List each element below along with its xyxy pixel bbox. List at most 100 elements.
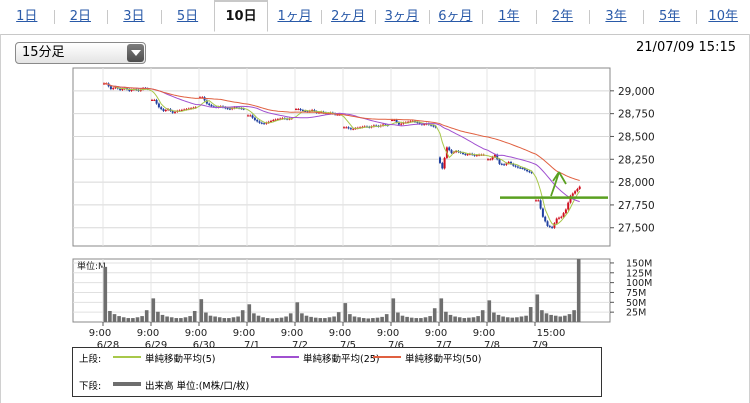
- volume-bar: [121, 317, 126, 322]
- tab-13[interactable]: 5年: [658, 9, 681, 24]
- volume-bar: [304, 315, 309, 322]
- tab-1[interactable]: 1日: [16, 9, 38, 24]
- ma5-line: [104, 83, 581, 226]
- volume-bar: [439, 298, 444, 322]
- candle-body: [272, 120, 275, 122]
- candle-body: [439, 157, 441, 163]
- tab-6[interactable]: 1ヶ月: [277, 9, 312, 24]
- candle-body: [347, 127, 350, 129]
- candle-body: [530, 172, 533, 174]
- volume-bar: [492, 312, 496, 322]
- price-tick-label: 28,500: [618, 131, 655, 143]
- candle-body: [391, 120, 393, 122]
- x-date-label: 7/7: [436, 340, 452, 351]
- volume-bar: [295, 302, 300, 322]
- candle-body: [498, 159, 501, 164]
- candle-body: [157, 103, 160, 108]
- candle-body: [500, 163, 503, 165]
- price-tick-label: 28,250: [618, 154, 655, 166]
- volume-bar: [103, 266, 108, 322]
- candle-body: [569, 195, 572, 203]
- volume-bar: [549, 314, 553, 322]
- tab-11[interactable]: 2年: [551, 9, 574, 24]
- candle-body: [260, 122, 263, 124]
- candle-body: [247, 115, 249, 117]
- candle-body: [343, 127, 345, 129]
- volume-bar: [256, 315, 261, 322]
- candle-body: [253, 117, 256, 121]
- volume-bar: [457, 317, 462, 322]
- volume-bar: [414, 318, 419, 322]
- x-time-label: 9:00: [329, 328, 351, 339]
- volume-bar: [535, 294, 540, 322]
- candle-body: [114, 87, 117, 89]
- volume-bar: [462, 318, 467, 322]
- volume-bar: [108, 310, 112, 322]
- x-date-label: 7/2: [292, 340, 308, 351]
- volume-bar: [288, 313, 293, 322]
- volume-bar: [528, 307, 533, 322]
- volume-bar: [444, 311, 448, 322]
- tab-2[interactable]: 2日: [69, 9, 91, 24]
- volume-bar: [174, 318, 179, 322]
- tab-12[interactable]: 3年: [605, 9, 627, 24]
- candle-body: [240, 108, 243, 110]
- tab-separator: [428, 10, 430, 24]
- interval-select[interactable]: 15分足: [15, 42, 146, 64]
- volume-tick-label: 75M: [626, 288, 646, 299]
- volume-bar: [396, 312, 400, 322]
- x-time-label: 9:00: [425, 328, 447, 339]
- candle-body: [516, 166, 519, 168]
- candle-body: [162, 109, 165, 111]
- candle-body: [526, 169, 529, 172]
- tab-separator: [53, 10, 55, 24]
- candle-body: [493, 154, 496, 157]
- volume-bar: [318, 318, 323, 322]
- candle-body: [233, 107, 236, 109]
- volume-bar: [227, 318, 231, 322]
- candle-body: [576, 188, 579, 192]
- volume-bar: [423, 317, 428, 322]
- x-date-label: 7/9: [532, 340, 548, 351]
- volume-bar: [336, 312, 341, 322]
- candle-body: [297, 109, 300, 111]
- candle-body: [180, 109, 183, 111]
- tab-14[interactable]: 10年: [708, 9, 738, 24]
- tab-7[interactable]: 2ヶ月: [331, 9, 366, 24]
- tab-separator: [642, 10, 644, 24]
- volume-bar: [409, 317, 414, 322]
- volume-bar: [323, 318, 327, 322]
- volume-bar: [544, 313, 549, 322]
- price-tick-label: 29,000: [618, 86, 655, 98]
- candle-body: [574, 191, 577, 194]
- tab-8[interactable]: 3ヶ月: [384, 9, 419, 24]
- candle-body: [164, 109, 167, 111]
- tab-10[interactable]: 1年: [498, 9, 520, 24]
- x-time-label: 9:00: [377, 328, 399, 339]
- volume-bar: [279, 317, 284, 322]
- volume-bar: [156, 311, 160, 322]
- volume-bar: [480, 310, 485, 322]
- candle-body: [311, 109, 314, 111]
- chevron-down-icon[interactable]: [127, 44, 144, 62]
- candle-body: [551, 226, 554, 228]
- volume-bar: [563, 315, 567, 322]
- x-date-label: 7/6: [388, 340, 404, 351]
- candle-body: [349, 128, 352, 130]
- tab-separator: [321, 10, 323, 24]
- ma50-line: [104, 83, 580, 181]
- candle-body: [199, 97, 201, 99]
- tab-4[interactable]: 5日: [176, 9, 199, 24]
- candle-body: [201, 97, 204, 99]
- candle-body: [226, 108, 229, 110]
- x-time-label: 9:00: [185, 328, 207, 339]
- tab-9[interactable]: 6ヶ月: [438, 9, 473, 24]
- tab-5[interactable]: 10日: [214, 0, 268, 32]
- ma25-line: [104, 83, 580, 203]
- volume-bar: [348, 314, 352, 322]
- candle-body: [503, 164, 506, 166]
- legend-lower-label: 下段:: [79, 381, 102, 392]
- interval-select-value: 15分足: [22, 45, 65, 60]
- tab-3[interactable]: 3日: [123, 9, 145, 24]
- x-date-label: 6/30: [193, 340, 215, 351]
